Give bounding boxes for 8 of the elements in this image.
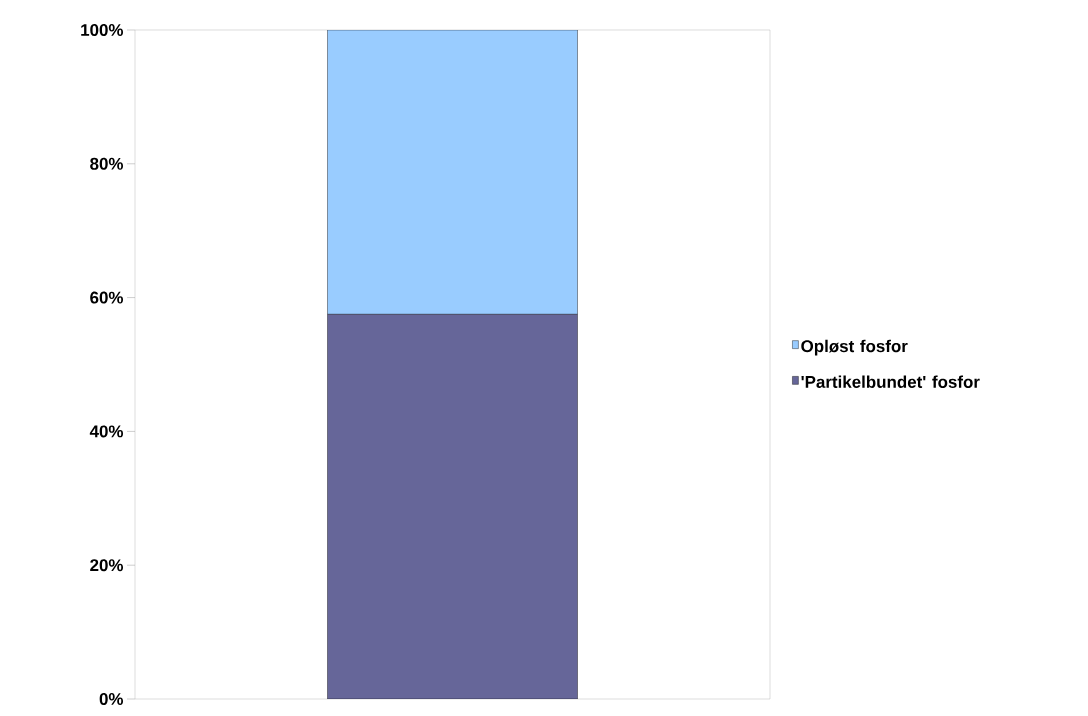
y-tick-label: 40% — [89, 425, 124, 438]
y-tick-label: 80% — [90, 157, 124, 170]
legend-label: 'Partikelbundet' fosfor — [801, 375, 980, 388]
y-tick-label: 20% — [90, 559, 124, 572]
legend-label: Opløst fosfor — [801, 339, 908, 356]
y-tick-label: 0% — [99, 693, 124, 705]
y-tick-label: 100% — [81, 23, 124, 36]
y-tick-label: 60% — [90, 291, 124, 304]
